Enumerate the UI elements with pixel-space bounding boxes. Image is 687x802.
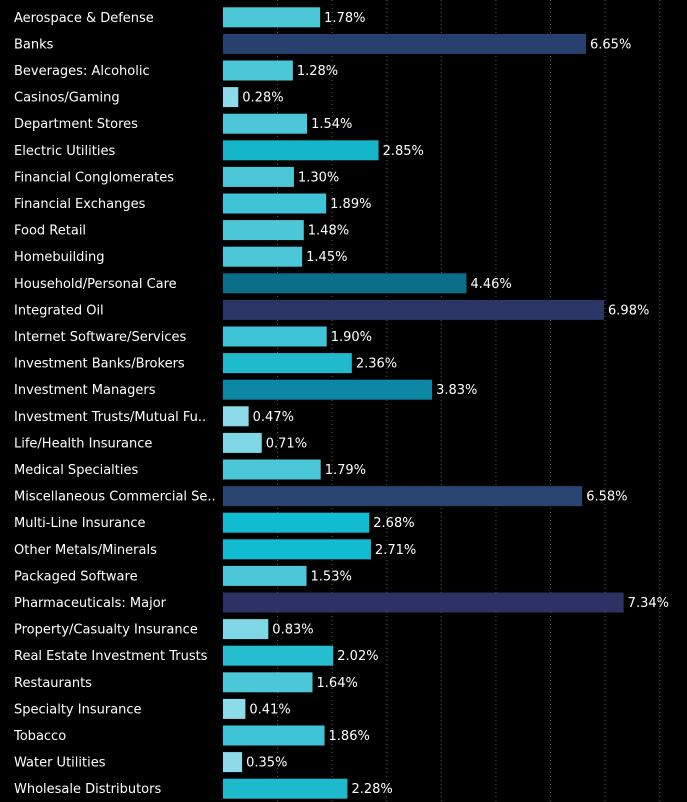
value-label: 0.28%: [242, 91, 283, 106]
category-label: Banks: [14, 37, 54, 52]
bar: [223, 193, 327, 214]
value-label: 2.71%: [375, 543, 416, 558]
value-label: 1.28%: [297, 64, 338, 79]
category-label: Other Metals/Minerals: [14, 543, 157, 558]
value-label: 1.90%: [331, 330, 372, 345]
bar: [223, 592, 624, 613]
value-label: 0.71%: [266, 436, 307, 451]
bar: [223, 379, 433, 400]
category-label: Investment Banks/Brokers: [14, 357, 185, 372]
value-label: 2.68%: [373, 516, 414, 531]
bar: [223, 565, 307, 586]
category-label: Financial Exchanges: [14, 197, 146, 212]
bar: [223, 166, 294, 187]
category-label: Medical Specialties: [14, 463, 138, 478]
bar: [223, 778, 348, 799]
bar: [223, 353, 352, 374]
value-label: 6.65%: [590, 37, 631, 52]
value-label: 1.30%: [298, 170, 339, 185]
category-label: Investment Managers: [14, 383, 156, 398]
bar: [223, 33, 587, 54]
value-label: 2.02%: [337, 649, 378, 664]
bar: [223, 326, 327, 347]
category-label: Tobacco: [13, 729, 66, 744]
category-label: Miscellaneous Commercial Se..: [14, 490, 216, 505]
category-label: Specialty Insurance: [14, 702, 142, 717]
value-label: 1.86%: [329, 729, 370, 744]
category-label: Aerospace & Defense: [14, 11, 154, 26]
category-label: Pharmaceuticals: Major: [14, 596, 167, 611]
bar: [223, 672, 313, 693]
category-label: Restaurants: [14, 676, 92, 691]
bar: [223, 299, 605, 320]
value-label: 2.28%: [351, 782, 392, 797]
bar: [223, 60, 293, 81]
bar: [223, 645, 334, 666]
category-label: Homebuilding: [14, 250, 104, 265]
value-label: 7.34%: [628, 596, 669, 611]
bar: [223, 87, 239, 108]
value-label: 0.41%: [249, 702, 290, 717]
category-label: Integrated Oil: [14, 303, 104, 318]
bar: [223, 432, 262, 453]
bar: [223, 539, 371, 560]
category-label: Beverages: Alcoholic: [14, 64, 150, 79]
bar: [223, 512, 370, 533]
bar: [223, 406, 249, 427]
value-label: 1.89%: [330, 197, 371, 212]
value-label: 3.83%: [436, 383, 477, 398]
category-label: Life/Health Insurance: [14, 436, 152, 451]
value-label: 6.58%: [586, 490, 627, 505]
bar: [223, 698, 246, 719]
category-label: Wholesale Distributors: [14, 782, 161, 797]
category-label: Multi-Line Insurance: [14, 516, 145, 531]
category-label: Department Stores: [14, 117, 138, 132]
category-label: Food Retail: [14, 224, 86, 239]
category-label: Packaged Software: [14, 569, 138, 584]
value-label: 1.78%: [324, 11, 365, 26]
value-label: 1.53%: [311, 569, 352, 584]
category-label: Property/Casualty Insurance: [14, 623, 198, 638]
category-label: Household/Personal Care: [14, 277, 177, 292]
bar: [223, 725, 325, 746]
bar: [223, 486, 583, 507]
bar: [223, 7, 321, 28]
value-label: 0.35%: [246, 756, 287, 771]
value-label: 1.79%: [325, 463, 366, 478]
value-label: 2.85%: [383, 144, 424, 159]
value-label: 2.36%: [356, 357, 397, 372]
value-label: 4.46%: [470, 277, 511, 292]
category-label: Investment Trusts/Mutual Fu..: [14, 410, 206, 425]
value-label: 1.48%: [308, 224, 349, 239]
bar: [223, 752, 243, 773]
value-label: 0.83%: [272, 623, 313, 638]
category-label: Financial Conglomerates: [14, 170, 174, 185]
value-label: 1.64%: [317, 676, 358, 691]
bar: [223, 220, 304, 241]
value-label: 0.47%: [253, 410, 294, 425]
bar: [223, 140, 379, 161]
bar: [223, 619, 269, 640]
bar: [223, 246, 303, 267]
bar: [223, 113, 308, 134]
value-label: 1.45%: [306, 250, 347, 265]
category-label: Casinos/Gaming: [14, 91, 120, 106]
category-label: Internet Software/Services: [14, 330, 186, 345]
bar: [223, 459, 321, 480]
category-label: Water Utilities: [14, 756, 106, 771]
category-label: Real Estate Investment Trusts: [14, 649, 208, 664]
category-label: Electric Utilities: [14, 144, 115, 159]
value-label: 6.98%: [608, 303, 649, 318]
value-label: 1.54%: [311, 117, 352, 132]
bar: [223, 273, 467, 294]
